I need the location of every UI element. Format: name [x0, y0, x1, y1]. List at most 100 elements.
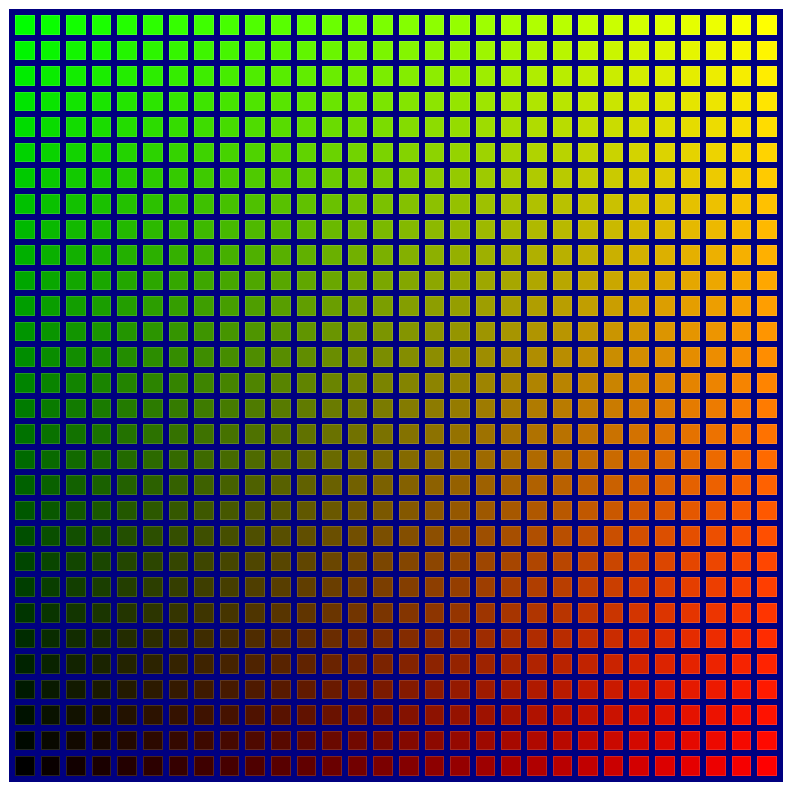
- grid-cell: [450, 756, 470, 776]
- grid-cell: [194, 142, 214, 163]
- grid-cell: [757, 193, 777, 214]
- grid-cell: [680, 603, 701, 623]
- grid-cell: [450, 372, 470, 393]
- grid-cell: [552, 219, 573, 240]
- grid-cell: [578, 577, 598, 598]
- grid-cell: [143, 500, 163, 521]
- grid-cell: [603, 40, 624, 61]
- grid-cell: [219, 193, 240, 214]
- grid-cell: [143, 321, 163, 342]
- grid-cell: [245, 372, 265, 393]
- grid-cell: [322, 424, 342, 444]
- grid-cell: [731, 526, 752, 546]
- grid-cell: [322, 142, 342, 163]
- grid-cell: [373, 628, 393, 649]
- grid-cell: [373, 551, 393, 572]
- grid-cell: [219, 424, 240, 444]
- grid-cell: [424, 40, 445, 61]
- grid-cell: [322, 730, 342, 751]
- grid-cell: [168, 66, 189, 86]
- grid-cell: [40, 526, 61, 546]
- grid-cell: [757, 679, 777, 700]
- grid-cell: [168, 219, 189, 240]
- grid-cell: [271, 654, 291, 674]
- grid-cell: [680, 526, 701, 546]
- grid-cell: [117, 551, 137, 572]
- grid-cell: [655, 705, 675, 725]
- grid-cell: [731, 296, 752, 316]
- grid-cell: [552, 679, 573, 700]
- grid-cell: [66, 296, 86, 316]
- grid-cell: [552, 91, 573, 112]
- grid-cell: [501, 168, 521, 188]
- grid-cell: [475, 424, 496, 444]
- grid-cell: [424, 66, 445, 86]
- grid-cell: [40, 168, 61, 188]
- grid-cell: [194, 66, 214, 86]
- grid-cell: [347, 321, 368, 342]
- grid-cell: [527, 117, 547, 137]
- grid-cell: [40, 654, 61, 674]
- grid-cell: [168, 296, 189, 316]
- grid-cell: [40, 372, 61, 393]
- grid-cell: [757, 603, 777, 623]
- grid-cell: [296, 347, 317, 367]
- grid-cell: [706, 551, 726, 572]
- grid-cell: [322, 551, 342, 572]
- grid-cell: [15, 15, 35, 35]
- grid-cell: [66, 577, 86, 598]
- grid-cell: [40, 347, 61, 367]
- grid-cell: [527, 347, 547, 367]
- grid-cell: [527, 193, 547, 214]
- grid-cell: [271, 91, 291, 112]
- grid-cell: [527, 398, 547, 419]
- grid-cell: [194, 347, 214, 367]
- grid-cell: [245, 117, 265, 137]
- grid-cell: [399, 730, 419, 751]
- grid-cell: [117, 372, 137, 393]
- grid-cell: [91, 40, 112, 61]
- grid-cell: [91, 296, 112, 316]
- grid-cell: [475, 679, 496, 700]
- grid-cell: [757, 347, 777, 367]
- grid-cell: [424, 296, 445, 316]
- grid-cell: [322, 577, 342, 598]
- grid-cell: [655, 730, 675, 751]
- grid-cell: [680, 245, 701, 265]
- grid-cell: [757, 551, 777, 572]
- grid-cell: [347, 91, 368, 112]
- grid-cell: [194, 654, 214, 674]
- grid-cell: [655, 142, 675, 163]
- grid-cell: [245, 424, 265, 444]
- grid-cell: [271, 705, 291, 725]
- grid-cell: [322, 168, 342, 188]
- grid-cell: [706, 730, 726, 751]
- grid-cell: [15, 730, 35, 751]
- grid-cell: [168, 40, 189, 61]
- grid-cell: [399, 296, 419, 316]
- grid-cell: [143, 296, 163, 316]
- grid-cell: [15, 91, 35, 112]
- grid-cell: [450, 551, 470, 572]
- grid-cell: [347, 168, 368, 188]
- grid-cell: [603, 219, 624, 240]
- grid-cell: [322, 603, 342, 623]
- grid-cell: [347, 296, 368, 316]
- grid-cell: [271, 628, 291, 649]
- grid-cell: [296, 15, 317, 35]
- grid-cell: [680, 296, 701, 316]
- grid-cell: [450, 66, 470, 86]
- grid-cell: [757, 449, 777, 470]
- grid-cell: [296, 117, 317, 137]
- grid-cell: [655, 526, 675, 546]
- grid-cell: [168, 526, 189, 546]
- grid-cell: [15, 372, 35, 393]
- grid-cell: [655, 756, 675, 776]
- grid-cell: [680, 142, 701, 163]
- grid-cell: [296, 654, 317, 674]
- grid-cell: [680, 679, 701, 700]
- grid-cell: [424, 245, 445, 265]
- grid-cell: [168, 321, 189, 342]
- grid-cell: [117, 449, 137, 470]
- grid-cell: [271, 603, 291, 623]
